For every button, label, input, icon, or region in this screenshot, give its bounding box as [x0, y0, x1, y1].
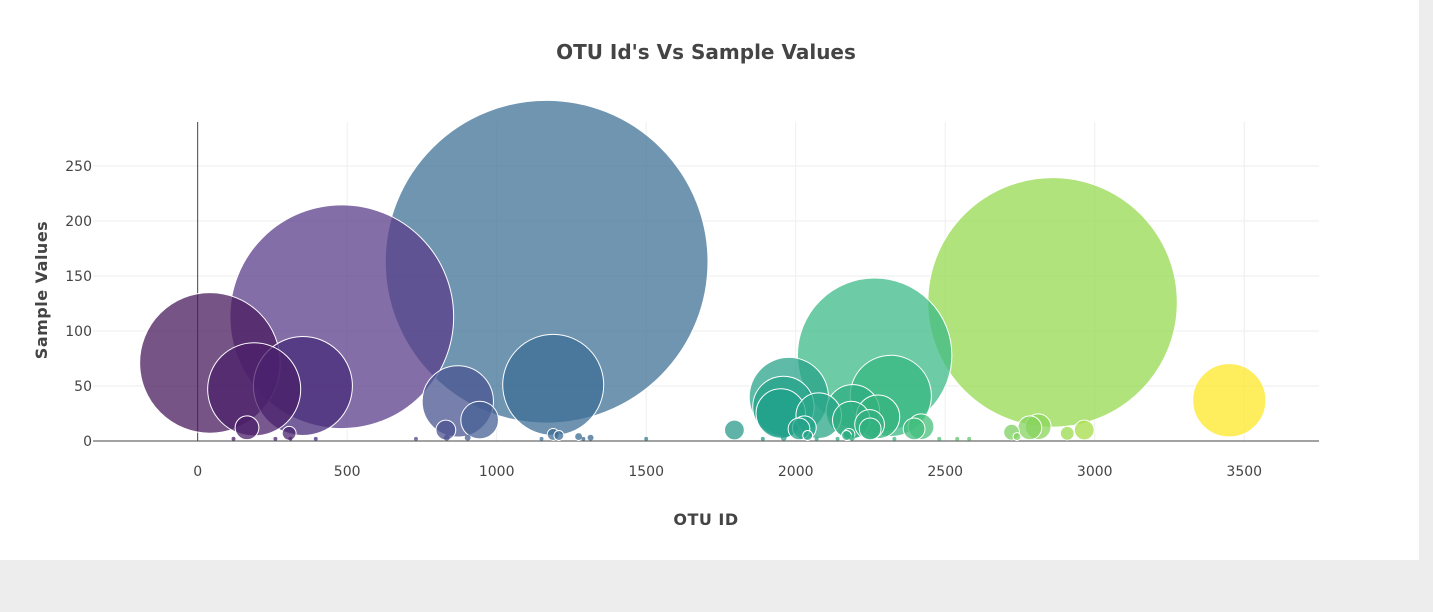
bubble[interactable]: [581, 436, 586, 441]
bubble[interactable]: [502, 333, 605, 436]
x-tick-label: 2000: [778, 464, 814, 480]
bubble[interactable]: [553, 430, 565, 441]
chart-panel: 0 500 1000 1500 2000 2500 3000 3500 0 50 100 150 20…: [0, 0, 1419, 560]
x-tick-label: 1500: [628, 464, 664, 480]
bubble[interactable]: [574, 432, 584, 442]
bubble[interactable]: [1073, 419, 1095, 441]
bubble[interactable]: [1017, 415, 1043, 441]
y-tick-label: 250: [65, 159, 92, 175]
y-tick-label: 100: [65, 324, 92, 340]
bubble[interactable]: [1012, 432, 1022, 442]
bubble-chart: 0 500 1000 1500 2000 2500 3000 3500 0 50 100 150 20…: [32, 40, 1319, 529]
x-tick-labels: 0 500 1000 1500 2000 2500 3000 3500: [193, 464, 1262, 480]
bubble[interactable]: [443, 434, 450, 441]
bubble[interactable]: [1192, 363, 1267, 438]
bubble[interactable]: [814, 436, 819, 441]
y-tick-label: 150: [65, 269, 92, 285]
bubble[interactable]: [760, 436, 765, 441]
bubble[interactable]: [955, 436, 960, 441]
chart-title: OTU Id's Vs Sample Values: [556, 40, 856, 64]
x-tick-label: 2500: [927, 464, 963, 480]
bubble[interactable]: [902, 417, 926, 441]
bubble[interactable]: [273, 436, 278, 441]
x-axis-title: OTU ID: [673, 510, 738, 529]
bubble[interactable]: [724, 419, 745, 441]
bubble[interactable]: [460, 400, 499, 440]
bubble[interactable]: [587, 434, 594, 441]
bubble[interactable]: [313, 436, 318, 441]
y-tick-labels: 0 50 100 150 200 250: [65, 159, 92, 450]
bubble[interactable]: [848, 434, 855, 441]
bubble[interactable]: [1059, 425, 1075, 441]
bubble[interactable]: [967, 436, 972, 441]
y-tick-label: 50: [74, 379, 92, 395]
x-tick-label: 500: [334, 464, 361, 480]
x-tick-label: 3500: [1226, 464, 1262, 480]
bubbles[interactable]: [139, 99, 1267, 442]
bubble[interactable]: [937, 436, 942, 441]
bubble[interactable]: [644, 436, 649, 441]
bubble[interactable]: [288, 436, 293, 441]
bubble[interactable]: [231, 436, 236, 441]
bubble[interactable]: [539, 436, 544, 441]
x-tick-label: 1000: [479, 464, 515, 480]
x-tick-label: 0: [193, 464, 202, 480]
bubble[interactable]: [927, 177, 1178, 428]
bubble[interactable]: [413, 436, 418, 441]
bubble[interactable]: [858, 417, 882, 441]
bubble[interactable]: [234, 415, 260, 441]
bubble[interactable]: [802, 430, 814, 441]
bubble[interactable]: [892, 436, 897, 441]
x-tick-label: 3000: [1077, 464, 1113, 480]
y-tick-label: 0: [83, 434, 92, 450]
y-tick-label: 200: [65, 214, 92, 230]
bubble[interactable]: [835, 436, 840, 441]
bubble[interactable]: [464, 434, 471, 441]
bubble[interactable]: [780, 434, 787, 441]
y-axis-title: Sample Values: [32, 221, 51, 359]
